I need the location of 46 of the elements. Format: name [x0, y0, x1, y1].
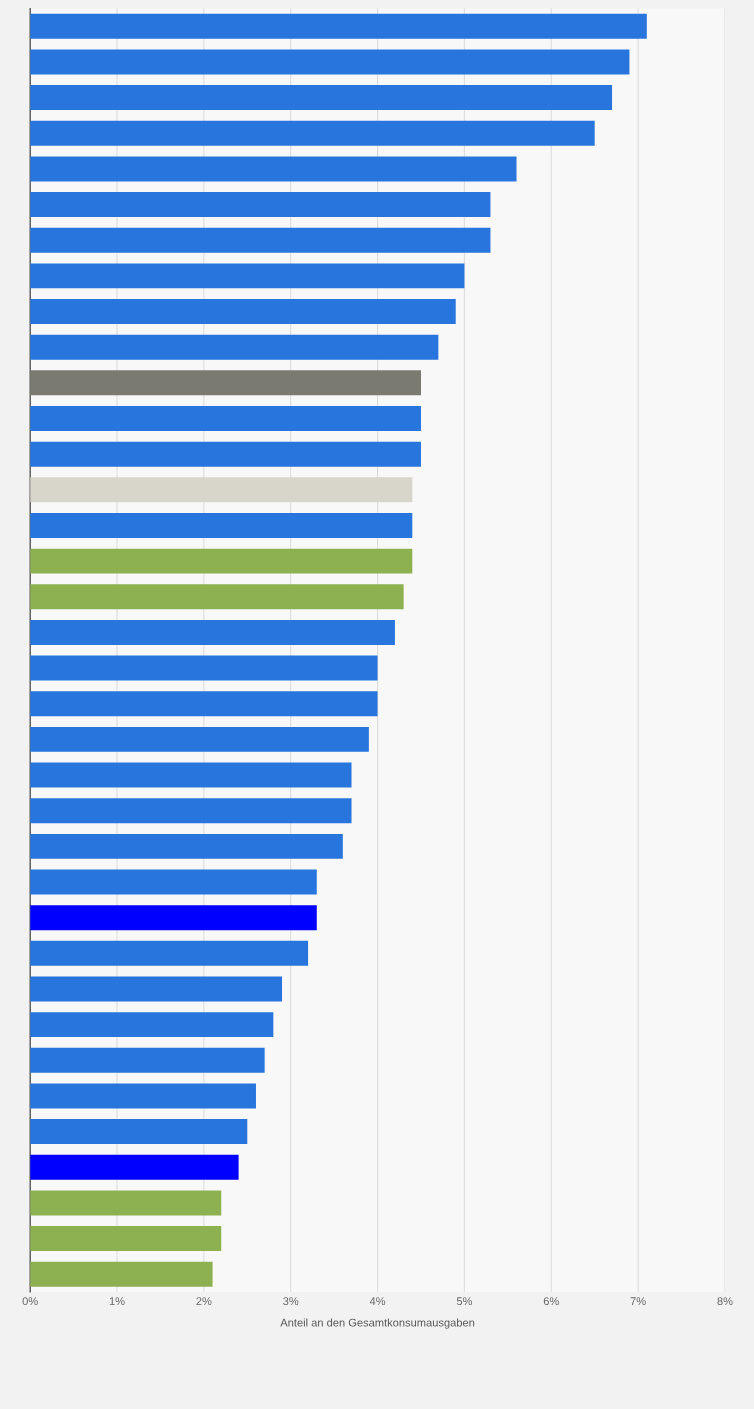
bar	[30, 477, 413, 503]
bar	[30, 156, 517, 182]
bar	[30, 334, 439, 360]
x-tick-label: 0%	[22, 1297, 38, 1306]
bar	[30, 833, 343, 859]
bar	[30, 406, 421, 431]
bar	[30, 940, 309, 966]
bar	[30, 299, 456, 325]
bar	[30, 1119, 248, 1145]
x-tick-label: 1%	[109, 1297, 125, 1306]
bar	[30, 1226, 222, 1252]
bar	[30, 227, 491, 253]
bar	[30, 1083, 256, 1109]
bar	[30, 49, 630, 75]
bar	[30, 1154, 239, 1180]
x-tick-label: 5%	[456, 1297, 473, 1306]
bar	[30, 1261, 213, 1287]
x-tick-label: 4%	[369, 1297, 386, 1306]
bar	[30, 441, 421, 467]
bar	[30, 1190, 222, 1216]
bar	[30, 691, 378, 717]
bar	[30, 120, 595, 146]
bar	[30, 1047, 265, 1073]
bar	[30, 869, 317, 895]
x-tick-label: 6%	[543, 1297, 559, 1306]
bar	[30, 1012, 274, 1038]
bar	[30, 726, 369, 752]
x-tick-label: 8%	[717, 1297, 733, 1306]
bar	[30, 512, 413, 538]
bar	[30, 905, 317, 931]
bar	[30, 263, 465, 289]
bar	[30, 619, 395, 645]
bar	[30, 798, 352, 824]
bar	[30, 976, 283, 1002]
x-tick-label: 3%	[283, 1297, 299, 1306]
bar	[30, 370, 421, 396]
x-tick-label: 7%	[630, 1297, 646, 1306]
bar	[30, 762, 352, 788]
bar	[30, 85, 613, 111]
bar	[30, 13, 647, 39]
bar	[30, 655, 378, 681]
bar	[30, 584, 404, 610]
x-axis-title: Anteil an den Gesamtkonsumausgaben	[280, 1318, 475, 1329]
bar	[30, 548, 413, 574]
x-tick-label: 2%	[196, 1297, 212, 1306]
bar	[30, 192, 491, 218]
